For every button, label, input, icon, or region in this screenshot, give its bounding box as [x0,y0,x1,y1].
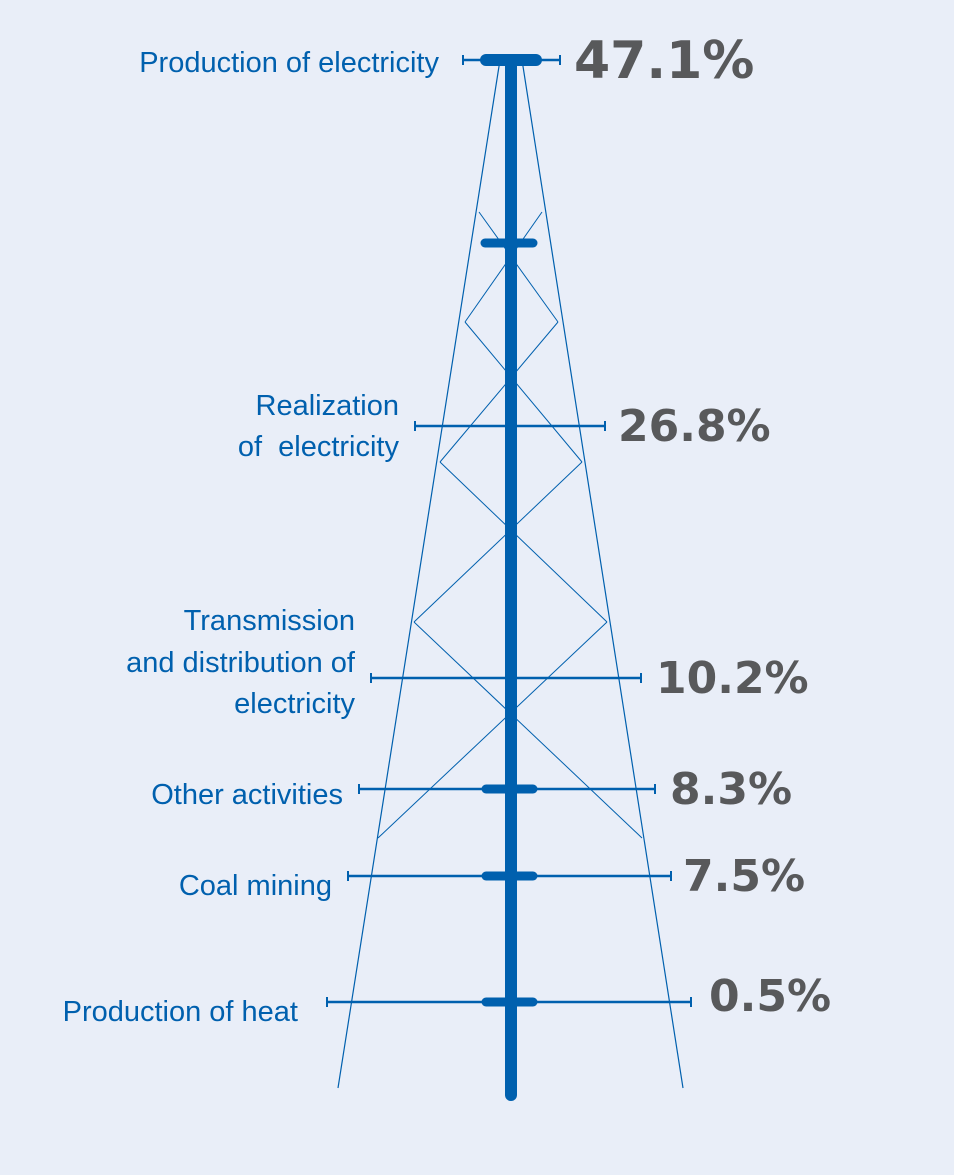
tower-lattice-line [464,321,583,463]
tower-left-leg [337,59,501,1089]
category-label: electricity [234,688,355,720]
value-label: 47.1% [574,31,754,91]
category-label: and distribution of [126,647,356,679]
value-label: 8.3% [670,764,792,815]
tower-right-leg [521,59,684,1089]
tower-lattice-line [413,461,583,623]
tower-lattice-line [478,211,559,323]
tower-lattice-line [464,211,543,323]
tower-lattice-line [377,621,608,839]
category-label: Transmission [184,605,355,637]
category-label: of electricity [238,431,400,463]
category-label: Other activities [151,779,343,811]
category-label: Coal mining [179,870,332,902]
tower-lattice-line [439,321,559,463]
value-label: 7.5% [683,851,805,902]
value-label: 26.8% [618,401,771,452]
value-label: 10.2% [656,653,809,704]
tower-lattice-line [439,461,608,623]
value-label: 0.5% [709,971,831,1022]
category-label: Realization [256,390,399,422]
category-label: Production of heat [63,996,298,1028]
tower-lattice-line [413,621,643,839]
category-label: Production of electricity [139,47,439,79]
